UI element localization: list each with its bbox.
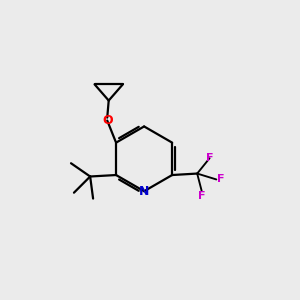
Text: O: O (102, 114, 112, 127)
Text: N: N (139, 185, 149, 198)
Text: F: F (217, 174, 224, 184)
Text: F: F (198, 191, 206, 201)
Text: F: F (206, 153, 213, 163)
